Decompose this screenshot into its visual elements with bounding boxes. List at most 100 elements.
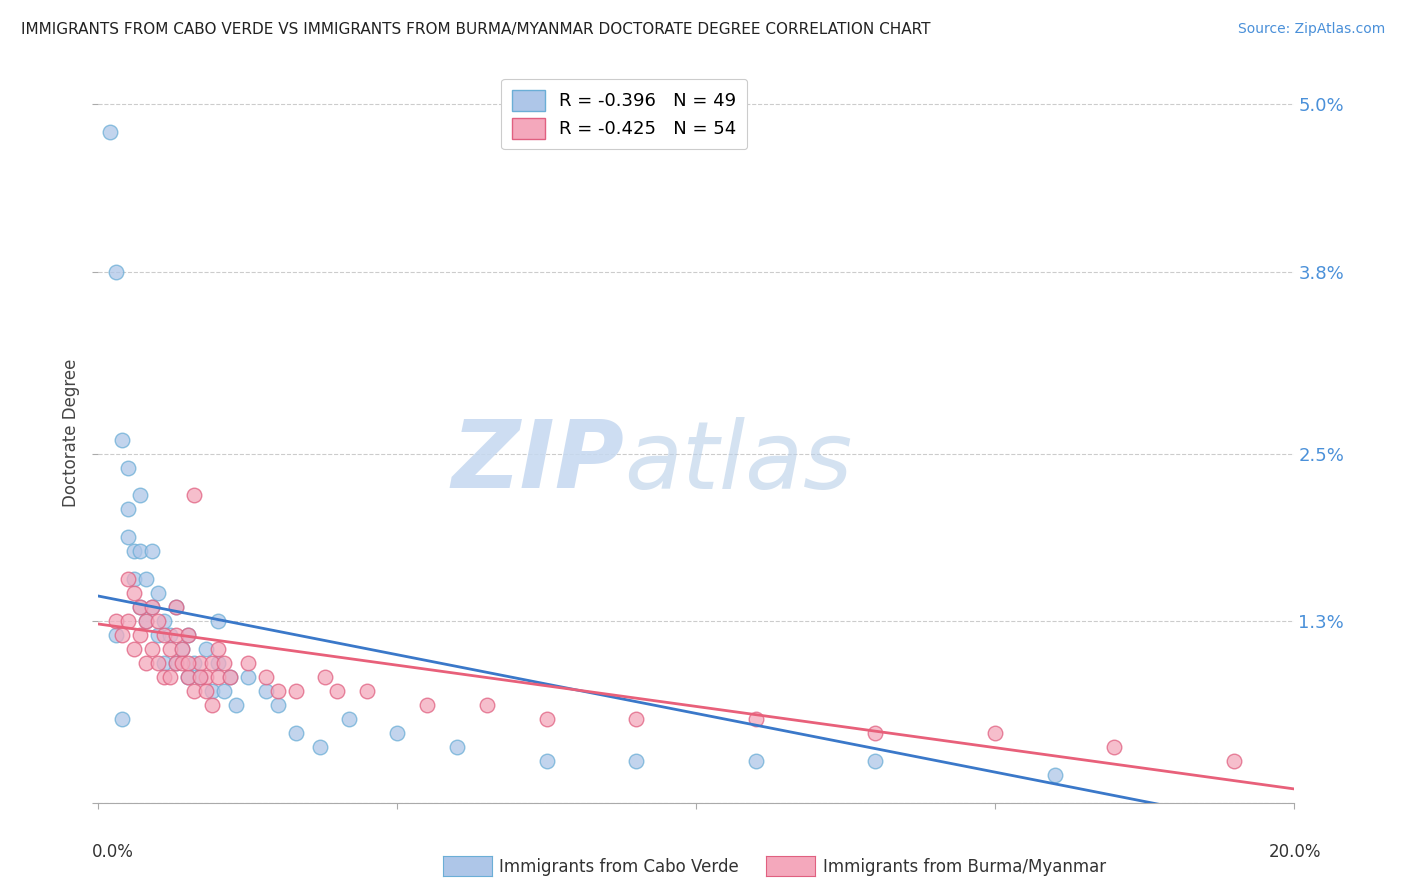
Point	[153, 614, 176, 628]
Point	[141, 642, 163, 657]
Y-axis label: Doctorate Degree: Doctorate Degree	[62, 359, 80, 507]
Point	[207, 614, 229, 628]
Point	[172, 642, 194, 657]
Point	[207, 642, 229, 657]
Point	[207, 670, 229, 684]
Point	[308, 739, 330, 754]
Point	[135, 614, 157, 628]
Point	[98, 125, 122, 139]
Point	[626, 754, 648, 768]
Point	[212, 656, 235, 670]
Point	[135, 614, 157, 628]
Point	[117, 614, 139, 628]
Point	[124, 572, 146, 586]
Point	[159, 642, 181, 657]
Point	[165, 656, 187, 670]
Point	[212, 684, 235, 698]
Point	[315, 670, 337, 684]
Point	[117, 460, 139, 475]
Point	[141, 600, 163, 615]
Point	[129, 544, 152, 558]
Text: atlas: atlas	[624, 417, 852, 508]
Point	[195, 642, 218, 657]
Point	[148, 656, 170, 670]
Point	[177, 670, 200, 684]
Point	[129, 600, 152, 615]
Point	[111, 712, 134, 726]
Point	[201, 684, 224, 698]
Point	[201, 656, 224, 670]
Point	[236, 670, 259, 684]
Point	[339, 712, 361, 726]
Point	[745, 712, 768, 726]
Point	[536, 712, 558, 726]
Point	[865, 754, 887, 768]
Point	[165, 600, 187, 615]
Point	[446, 739, 468, 754]
Point	[188, 670, 211, 684]
Point	[236, 656, 259, 670]
Point	[267, 684, 290, 698]
Point	[124, 642, 146, 657]
Point	[153, 670, 176, 684]
Point	[177, 628, 200, 642]
Point	[267, 698, 290, 712]
Point	[225, 698, 247, 712]
Text: 0.0%: 0.0%	[91, 843, 134, 861]
Point	[183, 684, 205, 698]
Text: Source: ZipAtlas.com: Source: ZipAtlas.com	[1237, 22, 1385, 37]
Text: 20.0%: 20.0%	[1270, 843, 1322, 861]
Point	[219, 670, 242, 684]
Point	[188, 670, 211, 684]
Point	[183, 488, 205, 502]
Point	[165, 628, 187, 642]
Point	[129, 600, 152, 615]
Point	[195, 670, 218, 684]
Point	[219, 670, 242, 684]
Point	[135, 572, 157, 586]
Point	[326, 684, 349, 698]
Point	[105, 614, 128, 628]
Point	[195, 684, 218, 698]
Point	[416, 698, 439, 712]
Point	[254, 684, 277, 698]
Text: IMMIGRANTS FROM CABO VERDE VS IMMIGRANTS FROM BURMA/MYANMAR DOCTORATE DEGREE COR: IMMIGRANTS FROM CABO VERDE VS IMMIGRANTS…	[21, 22, 931, 37]
Text: Immigrants from Burma/Myanmar: Immigrants from Burma/Myanmar	[823, 858, 1105, 876]
Point	[745, 754, 768, 768]
Point	[865, 726, 887, 740]
Point	[177, 656, 200, 670]
Point	[188, 656, 211, 670]
Point	[1043, 768, 1066, 782]
Point	[141, 600, 163, 615]
Point	[201, 698, 224, 712]
Point	[153, 656, 176, 670]
Point	[124, 544, 146, 558]
Point	[159, 628, 181, 642]
Legend: R = -0.396   N = 49, R = -0.425   N = 54: R = -0.396 N = 49, R = -0.425 N = 54	[502, 78, 747, 150]
Point	[536, 754, 558, 768]
Point	[124, 586, 146, 600]
Point	[135, 656, 157, 670]
Point	[385, 726, 409, 740]
Point	[141, 544, 163, 558]
Point	[159, 670, 181, 684]
Point	[165, 656, 187, 670]
Point	[117, 572, 139, 586]
Point	[172, 642, 194, 657]
Point	[284, 684, 307, 698]
Point	[165, 600, 187, 615]
Text: Immigrants from Cabo Verde: Immigrants from Cabo Verde	[499, 858, 740, 876]
Point	[129, 488, 152, 502]
Point	[111, 433, 134, 447]
Point	[284, 726, 307, 740]
Point	[1104, 739, 1126, 754]
Point	[254, 670, 277, 684]
Point	[475, 698, 498, 712]
Point	[626, 712, 648, 726]
Point	[148, 628, 170, 642]
Point	[183, 656, 205, 670]
Point	[356, 684, 378, 698]
Point	[129, 628, 152, 642]
Point	[984, 726, 1007, 740]
Point	[172, 656, 194, 670]
